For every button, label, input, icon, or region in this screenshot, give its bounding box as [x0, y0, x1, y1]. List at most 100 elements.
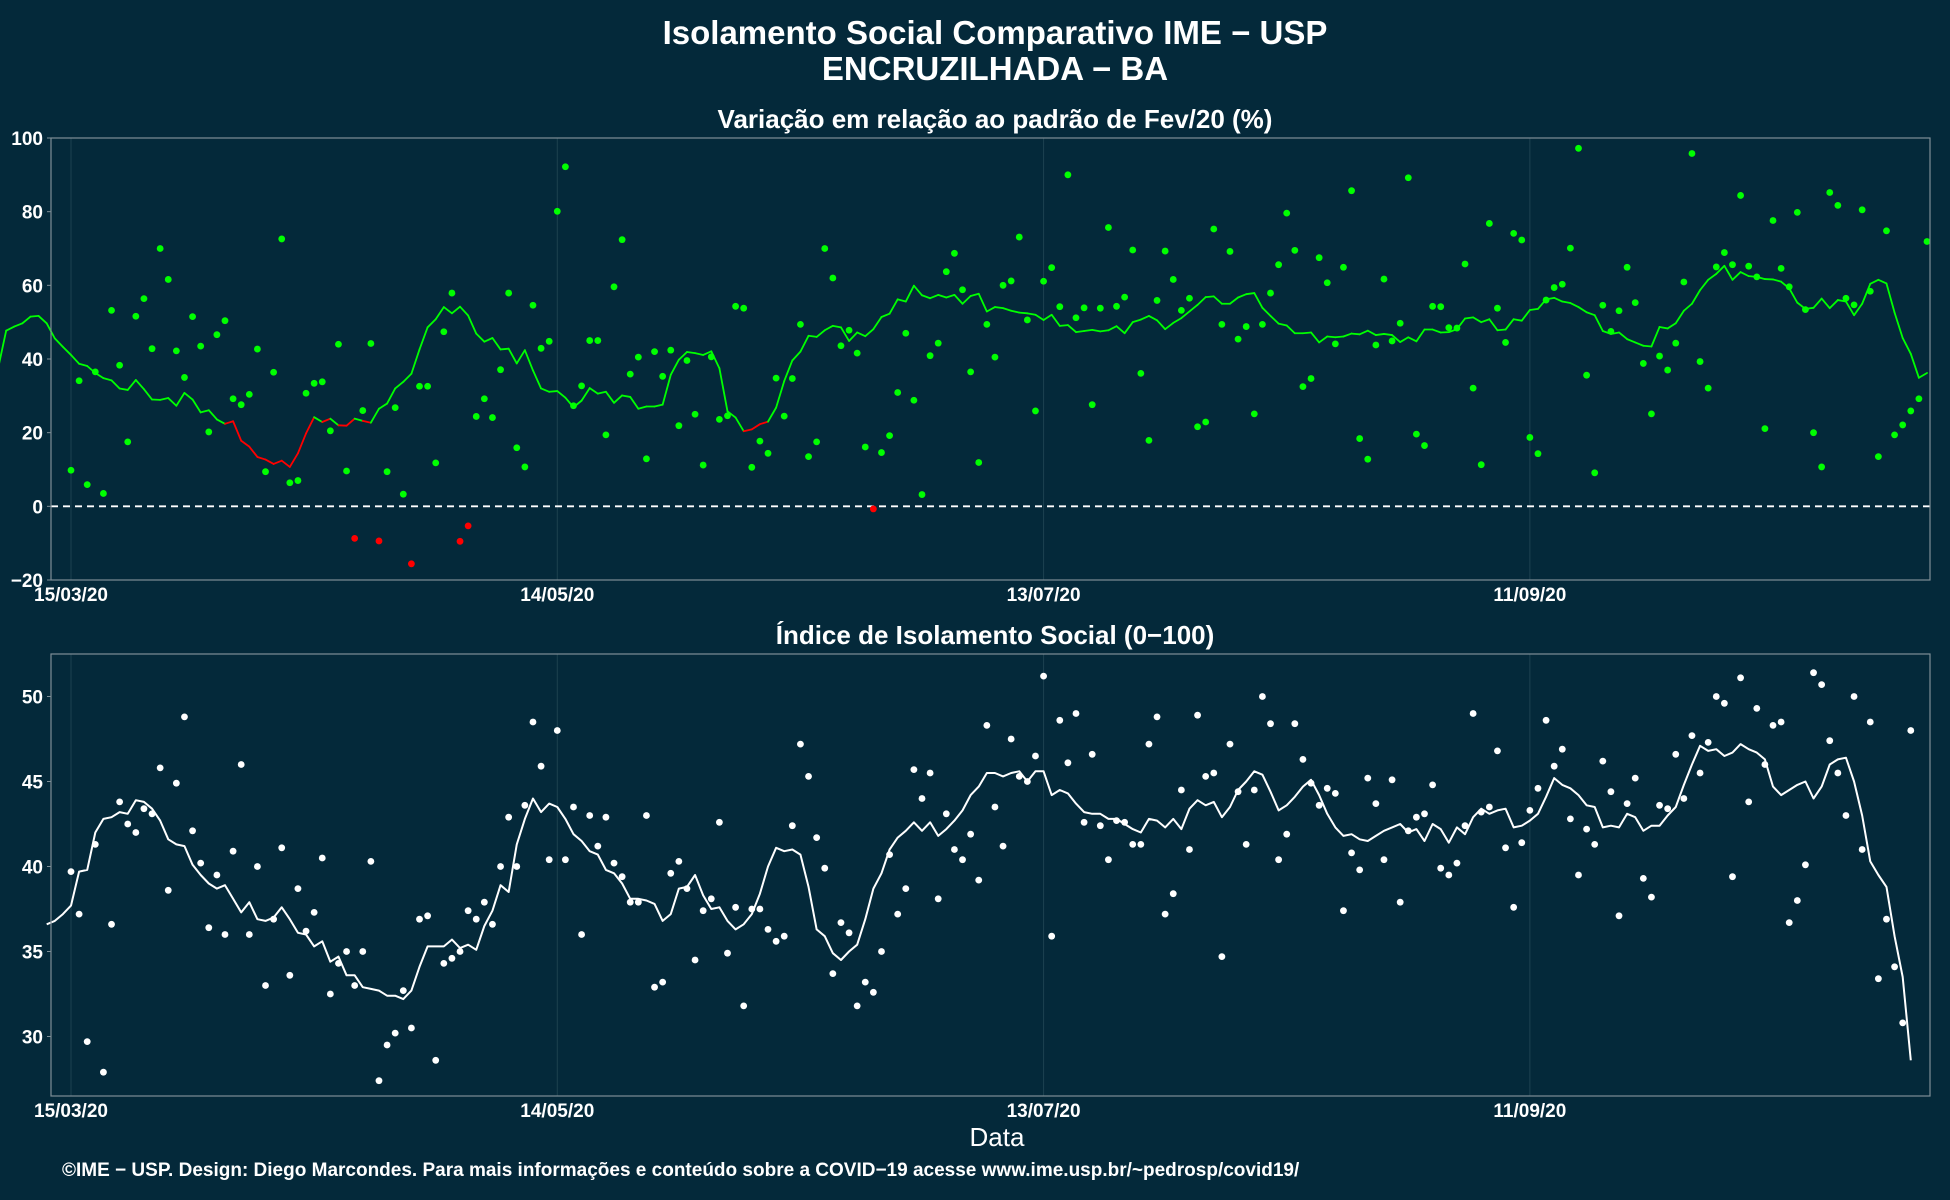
variation-daily-point [1810, 429, 1817, 437]
variation-daily-point [594, 337, 602, 344]
variation-moving-average-segment [1172, 317, 1183, 324]
variation-daily-point [399, 490, 407, 498]
index-daily-point [1137, 841, 1145, 848]
index-daily-point [618, 873, 626, 881]
index-daily-point [1202, 773, 1210, 780]
variation-daily-point [1023, 316, 1031, 324]
variation-daily-point [1850, 301, 1858, 309]
variation-moving-average-segment [896, 298, 907, 303]
variation-moving-average-segment [175, 391, 186, 407]
variation-daily-point [675, 422, 683, 430]
index-daily-point [1364, 774, 1372, 782]
variation-moving-average-segment [29, 315, 40, 318]
variation-daily-point [1421, 442, 1428, 449]
panel-border [50, 137, 1931, 581]
index-daily-point [302, 927, 310, 935]
index-daily-point [448, 954, 456, 962]
variation-daily-point [1259, 320, 1266, 328]
index-daily-point [1874, 975, 1882, 983]
variation-daily-point [1137, 369, 1145, 377]
index-daily-point [416, 915, 423, 923]
variation-daily-point [1907, 407, 1915, 415]
variation-daily-point [537, 344, 545, 352]
variation-daily-point [1566, 244, 1574, 252]
variation-daily-point [618, 236, 626, 244]
index-daily-point [643, 812, 650, 819]
variation-daily-point [959, 286, 966, 294]
variation-moving-average-segment [1050, 313, 1061, 327]
index-daily-point [821, 864, 829, 872]
variation-daily-point [108, 306, 115, 314]
variation-daily-point [1469, 384, 1477, 392]
variation-moving-average-segment [588, 387, 599, 395]
x-tick-label: 13/07/20 [1007, 585, 1081, 606]
index-daily-point [545, 856, 553, 864]
variation-moving-average-segment [53, 337, 64, 348]
index-daily-point [959, 856, 966, 864]
x-tick-label: 15/03/20 [34, 585, 108, 606]
index-daily-point [1007, 735, 1015, 743]
variation-daily-point [1177, 306, 1185, 314]
variation-daily-point [1542, 296, 1550, 304]
variation-moving-average-segment [1691, 289, 1701, 305]
index-daily-point [902, 885, 910, 892]
index-daily-point [602, 813, 610, 821]
variation-daily-point [1331, 340, 1339, 348]
index-daily-point [1883, 915, 1890, 923]
y-tick-label: 50 [22, 688, 43, 709]
variation-daily-point [302, 389, 310, 397]
index-daily-point [861, 978, 869, 986]
variation-moving-average-segment [888, 298, 899, 315]
variation-daily-point [83, 481, 91, 489]
variation-moving-average-segment [110, 379, 121, 390]
index-daily-point [351, 982, 359, 989]
index-daily-point [1866, 718, 1874, 726]
index-daily-point [1169, 890, 1177, 898]
variation-daily-point [1696, 358, 1704, 365]
index-daily-point [1275, 856, 1283, 864]
footer-caption: ©IME − USP. Design: Diego Marcondes. Par… [62, 1160, 1300, 1181]
index-daily-point [732, 903, 739, 911]
index-daily-point [1712, 693, 1720, 700]
variation-moving-average-segment [1075, 330, 1086, 334]
variation-moving-average-segment [199, 409, 210, 414]
variation-moving-average-segment [1334, 335, 1345, 339]
index-daily-point [262, 982, 269, 989]
variation-moving-average-segment [1877, 278, 1888, 285]
variation-daily-point [140, 295, 148, 302]
variation-moving-average-segment [1812, 297, 1823, 309]
index-daily-point [570, 803, 577, 811]
variation-moving-average-segment [1107, 325, 1118, 332]
variation-moving-average-segment [1091, 329, 1102, 333]
variation-daily-point [197, 342, 205, 350]
variation-moving-average-segment [540, 387, 551, 393]
index-daily-point [432, 1056, 440, 1064]
variation-daily-point [132, 312, 140, 320]
index-daily-point [1899, 1019, 1907, 1027]
variation-moving-average-segment [1326, 335, 1337, 339]
variation-moving-average-segment [345, 417, 356, 427]
variation-moving-average-segment [1302, 331, 1312, 335]
variation-moving-average-segment [661, 373, 672, 406]
index-daily-point [1323, 784, 1331, 792]
variation-daily-point [164, 276, 172, 283]
index-daily-point [1015, 773, 1023, 780]
variation-moving-average-segment [1212, 295, 1223, 305]
index-daily-point [1639, 875, 1647, 882]
index-daily-point [853, 1002, 861, 1010]
index-daily-point [1226, 740, 1234, 748]
index-moving-average-line [46, 743, 1912, 1061]
variation-moving-average-segment [1115, 325, 1126, 335]
index-daily-point [1469, 710, 1477, 717]
index-daily-point [383, 1041, 391, 1049]
variation-daily-point [732, 302, 739, 310]
variation-moving-average-segment [605, 390, 615, 404]
index-daily-point [181, 713, 188, 721]
variation-moving-average-segment [1366, 329, 1377, 336]
variation-moving-average-segment [912, 284, 923, 297]
variation-daily-point [1842, 294, 1850, 302]
index-daily-point [594, 842, 602, 850]
variation-daily-point [983, 320, 991, 328]
variation-daily-point [1437, 303, 1445, 311]
